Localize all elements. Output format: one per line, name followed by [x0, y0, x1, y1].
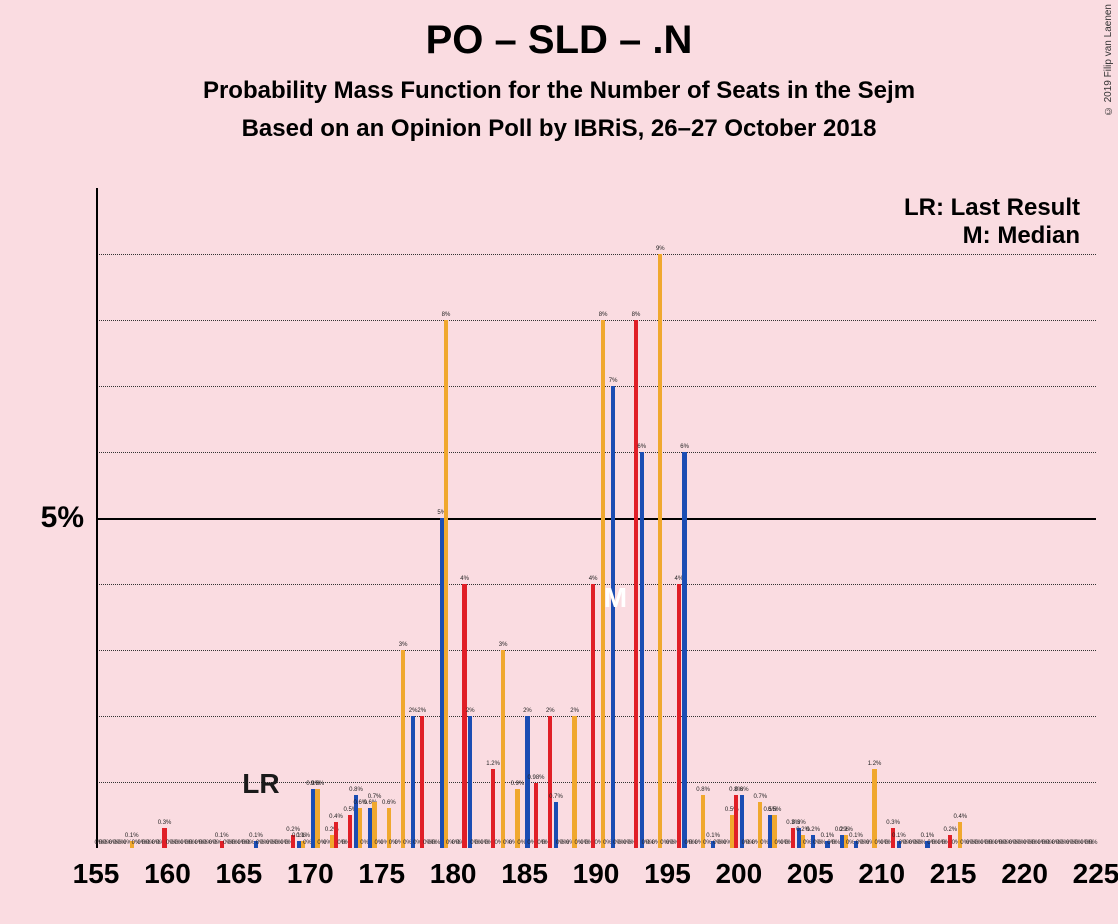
bar-value-label: 0.9%: [511, 781, 525, 787]
x-axis-tick: 180: [430, 858, 477, 890]
bar-value-label: 0.2%: [286, 827, 300, 833]
bar-value-label: 0.7%: [753, 794, 767, 800]
chart-title: PO – SLD – .N: [0, 18, 1118, 63]
chart-subtitle-2: Based on an Opinion Poll by IBRiS, 26–27…: [0, 115, 1118, 143]
bar: [734, 795, 738, 848]
bar: [348, 815, 352, 848]
bar: [534, 783, 538, 848]
bar: [634, 320, 638, 848]
bar: [411, 716, 415, 848]
bar-value-label: 6%: [637, 444, 646, 450]
bar: [611, 386, 615, 848]
bar: [791, 828, 795, 848]
bar-value-label: 0.2%: [806, 827, 820, 833]
copyright-text: © 2019 Filip van Laenen: [1103, 4, 1114, 116]
bar-value-label: 0.8%: [735, 787, 749, 793]
bar: [491, 769, 495, 848]
bar-value-label: 1.2%: [486, 761, 500, 767]
bar-value-label: 6%: [680, 444, 689, 450]
bar-value-label: 0.1%: [892, 833, 906, 839]
bar-value-label: 2%: [546, 708, 555, 714]
bar: [401, 650, 405, 848]
bar: [591, 584, 595, 848]
x-axis-tick: 220: [1001, 858, 1048, 890]
bar-value-label: 0.1%: [921, 833, 935, 839]
x-axis-tick: 190: [573, 858, 620, 890]
bar-value-label: 0.8%: [349, 787, 363, 793]
bar-value-label: 9%: [656, 246, 665, 252]
bar: [682, 452, 686, 848]
bar-value-label: 0.9%: [311, 781, 325, 787]
x-axis-tick: 210: [858, 858, 905, 890]
bar-value-label: 0.7%: [368, 794, 382, 800]
bar-value-label: 2%: [409, 708, 418, 714]
chart-subtitle-1: Probability Mass Function for the Number…: [0, 77, 1118, 105]
bar-value-label: 0.3%: [792, 820, 806, 826]
x-axis-tick: 175: [358, 858, 405, 890]
bar-value-label: 7%: [609, 378, 618, 384]
chart-plot-area: LR: Last Result M: Median 5% 0%0%0%0%0%0…: [96, 188, 1096, 848]
bar-value-label: 8%: [442, 312, 451, 318]
bar-value-label: 0.8%: [696, 787, 710, 793]
bar-value-label: 4%: [589, 576, 598, 582]
bar-value-label: 0.1%: [125, 833, 139, 839]
x-axis-tick: 155: [73, 858, 120, 890]
bar: [572, 716, 576, 848]
bar-value-label: 0.6%: [382, 800, 396, 806]
bar-value-label: 0.1%: [706, 833, 720, 839]
bar-value-label: 0.1%: [849, 833, 863, 839]
bar-value-label: 2%: [466, 708, 475, 714]
bar-value-label: 0.2%: [943, 827, 957, 833]
x-axis-tick: 170: [287, 858, 334, 890]
bar: [601, 320, 605, 848]
x-axis-tick: 205: [787, 858, 834, 890]
bar-value-label: 0.4%: [953, 814, 967, 820]
x-axis-tick: 225: [1073, 858, 1118, 890]
bar-value-label: 0.5%: [768, 807, 782, 813]
bar-value-label: 0.98%: [527, 775, 544, 781]
bar-value-label: 0.3%: [158, 820, 172, 826]
bar-value-label: 2%: [570, 708, 579, 714]
bar: [677, 584, 681, 848]
bar: [462, 584, 466, 848]
bar-value-label: 0.3%: [886, 820, 900, 826]
bar-value-label: 4%: [460, 576, 469, 582]
bar-value-label: 0.4%: [329, 814, 343, 820]
bar: [501, 650, 505, 848]
bar-value-label: 0.1%: [296, 833, 310, 839]
bar: [658, 254, 662, 848]
x-axis-tick: 165: [215, 858, 262, 890]
bar-value-label: 0.1%: [249, 833, 263, 839]
bar-value-label: 8%: [632, 312, 641, 318]
bar-value-label: 2%: [523, 708, 532, 714]
bar: [640, 452, 644, 848]
bar: [444, 320, 448, 848]
bar: [548, 716, 552, 848]
bar-value-label: 0.1%: [215, 833, 229, 839]
bar: [872, 769, 876, 848]
x-axis-tick: 200: [715, 858, 762, 890]
x-axis-tick: 160: [144, 858, 191, 890]
x-axis-tick: 195: [644, 858, 691, 890]
bar-value-label: 0.2%: [839, 827, 853, 833]
bar-value-label: 8%: [599, 312, 608, 318]
x-axis-tick: 185: [501, 858, 548, 890]
bar: [468, 716, 472, 848]
x-axis-tick: 215: [930, 858, 977, 890]
bar-value-label: 2%: [417, 708, 426, 714]
bars-layer: 0%0%0%0%0%0%0%0.1%0%0%0%0%0%0%0.3%0%0%0%…: [96, 188, 1096, 848]
bar-value-label: 1.2%: [868, 761, 882, 767]
bar-value-label: 3%: [499, 642, 508, 648]
bar-value-label: 0.7%: [549, 794, 563, 800]
bar: [420, 716, 424, 848]
bar-value-label: 3%: [399, 642, 408, 648]
bar: [525, 716, 529, 848]
bar-value-label: 0%: [1089, 840, 1098, 846]
bar-value-label: 0.1%: [821, 833, 835, 839]
title-block: PO – SLD – .N Probability Mass Function …: [0, 0, 1118, 143]
y-axis-tick-label: 5%: [41, 501, 84, 535]
